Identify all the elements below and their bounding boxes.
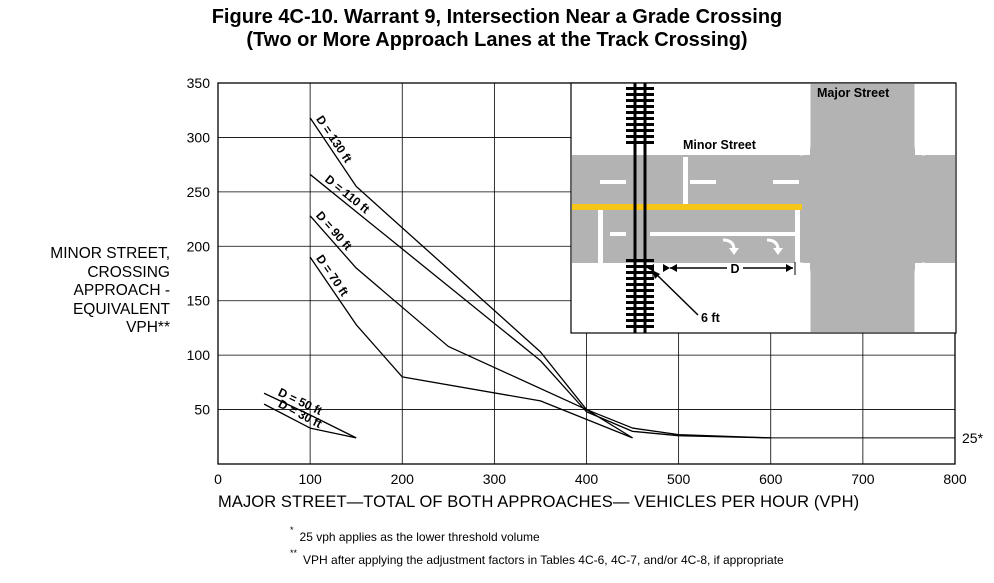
curve-line — [263, 392, 357, 439]
offset-leader — [653, 271, 699, 316]
track-tie — [626, 99, 654, 102]
tick-labels: 0 100 200 300 400 500 600 700 800 50 100 150 200 250 3… — [187, 75, 967, 487]
offset-label: 6 ft — [701, 311, 721, 325]
minor-street-label: Minor Street — [683, 138, 757, 152]
track-tie — [626, 313, 654, 316]
y-axis-label-line: EQUIVALENT — [72, 300, 170, 318]
lane-dash — [773, 180, 799, 184]
track-tie — [626, 105, 654, 108]
y-tick-label: 350 — [187, 75, 211, 91]
curve-label: D = 130 ft — [313, 113, 355, 165]
track-tie — [626, 319, 654, 322]
x-tick-label: 700 — [851, 471, 875, 487]
track-tie — [626, 307, 654, 310]
right-turn-arrow-icon — [773, 248, 783, 255]
major-street-road — [810, 84, 915, 332]
curb — [914, 84, 926, 156]
curb — [914, 262, 926, 332]
footnote-2: ** VPH after applying the adjustment fact… — [290, 548, 784, 567]
curve-labels: D = 130 ftD = 110 ftD = 90 ftD = 70 ftD … — [276, 113, 372, 431]
track-tie — [626, 325, 654, 328]
x-tick-label: 600 — [759, 471, 783, 487]
x-tick-label: 200 — [391, 471, 415, 487]
curve-line — [309, 173, 771, 439]
track-tie — [626, 289, 654, 292]
track-tie — [626, 277, 654, 280]
y-axis-label: MINOR STREET, CROSSING APPROACH - EQUIVA… — [50, 245, 170, 338]
lane-line — [650, 232, 795, 236]
lane-dash — [610, 232, 626, 236]
chart-subtitle: (Two or More Approach Lanes at the Track… — [246, 29, 748, 51]
x-tick-label: 800 — [943, 471, 967, 487]
distance-label: D — [730, 262, 739, 276]
track-tie — [626, 135, 654, 138]
curve-line — [309, 256, 633, 439]
x-tick-label: 300 — [483, 471, 507, 487]
y-tick-label: 250 — [187, 184, 211, 200]
footnote-text: VPH after applying the adjustment factor… — [303, 553, 784, 567]
footnote-mark: * — [290, 525, 294, 535]
major-street-label: Major Street — [817, 86, 890, 100]
stop-line — [795, 210, 800, 263]
track-tie — [626, 265, 654, 268]
y-tick-label: 50 — [194, 402, 210, 418]
track-tie — [626, 123, 654, 126]
chart-title: Figure 4C-10. Warrant 9, Intersection Ne… — [211, 6, 783, 28]
curve-line — [309, 215, 633, 439]
y-axis-label-line: APPROACH - — [73, 282, 170, 299]
curb — [799, 84, 811, 156]
y-axis-label-line: CROSSING — [87, 263, 170, 281]
footnote-1: * 25 vph applies as the lower threshold v… — [290, 525, 540, 544]
footnote-text: 25 vph applies as the lower threshold vo… — [299, 530, 540, 544]
threshold-label: 25* — [962, 430, 984, 446]
x-tick-label: 500 — [667, 471, 691, 487]
x-tick-label: 400 — [575, 471, 599, 487]
track-tie — [626, 111, 654, 114]
track-tie — [626, 295, 654, 298]
y-tick-label: 300 — [187, 129, 211, 145]
footnote-mark: ** — [290, 548, 298, 558]
y-tick-label: 200 — [187, 238, 211, 254]
right-turn-arrow-icon — [729, 248, 739, 255]
curve-line — [263, 403, 357, 439]
track-tie — [626, 301, 654, 304]
y-axis-label-line: VPH** — [126, 319, 170, 336]
track-tie — [626, 283, 654, 286]
stop-line — [683, 157, 688, 205]
y-tick-label: 100 — [187, 347, 211, 363]
stop-line — [598, 210, 603, 263]
x-axis-label: MAJOR STREET—TOTAL OF BOTH APPROACHES— V… — [218, 493, 860, 511]
curves — [263, 117, 771, 439]
intersection-inset: Minor Street Major Street D 6 ft — [570, 82, 957, 334]
railroad-track — [626, 83, 654, 333]
track-tie — [626, 271, 654, 274]
y-tick-label: 150 — [187, 293, 211, 309]
track-tie — [626, 87, 654, 90]
track-tie — [626, 129, 654, 132]
x-tick-label: 0 — [214, 471, 222, 487]
track-tie — [626, 259, 654, 262]
track-tie — [626, 117, 654, 120]
lane-dash — [690, 180, 716, 184]
x-tick-label: 100 — [298, 471, 322, 487]
yellow-centerline — [572, 204, 802, 210]
track-tie — [626, 93, 654, 96]
curb — [799, 262, 811, 332]
lane-dash — [600, 180, 626, 184]
curve-label: D = 70 ft — [313, 252, 351, 299]
track-tie — [626, 141, 654, 144]
y-axis-label-line: MINOR STREET, — [50, 245, 170, 262]
